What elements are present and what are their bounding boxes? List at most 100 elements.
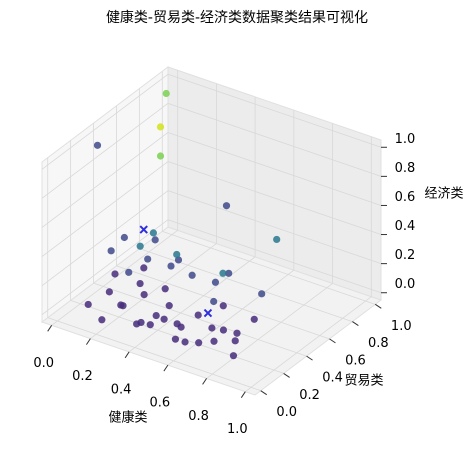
point bbox=[140, 264, 148, 272]
point bbox=[165, 302, 173, 310]
point bbox=[84, 300, 92, 309]
x-tick bbox=[47, 325, 53, 332]
grid-line bbox=[90, 243, 217, 339]
point bbox=[233, 329, 241, 337]
grid-line bbox=[41, 219, 169, 316]
grid-line bbox=[245, 296, 372, 393]
grid-line bbox=[41, 190, 169, 286]
point bbox=[173, 250, 181, 259]
point bbox=[151, 236, 159, 244]
point bbox=[136, 279, 144, 288]
point bbox=[93, 141, 102, 149]
x-tick bbox=[202, 378, 208, 385]
z-tick-label: 1.0 bbox=[395, 132, 416, 147]
y-tick-label: 1.0 bbox=[391, 319, 412, 334]
point bbox=[225, 269, 233, 277]
point bbox=[210, 297, 218, 306]
point bbox=[219, 302, 227, 310]
point bbox=[219, 326, 228, 334]
z-tick-label: 0.4 bbox=[395, 219, 416, 234]
point bbox=[210, 337, 218, 345]
point bbox=[140, 290, 148, 299]
point bbox=[222, 202, 231, 210]
center-marker bbox=[139, 225, 148, 234]
point bbox=[194, 311, 202, 319]
point bbox=[250, 315, 258, 323]
grid-line bbox=[41, 103, 169, 199]
point bbox=[181, 338, 189, 346]
x-tick bbox=[85, 338, 91, 345]
x-axis-label: 健康类 bbox=[108, 410, 147, 426]
grid-line bbox=[51, 229, 178, 326]
z-tick-label: 0.8 bbox=[395, 161, 416, 176]
y-tick bbox=[374, 303, 382, 309]
grid-line bbox=[167, 269, 295, 366]
pane bbox=[167, 66, 382, 301]
grid-line bbox=[167, 102, 382, 177]
point bbox=[162, 89, 170, 98]
y-axis-label: 贸易类 bbox=[344, 374, 383, 389]
grid-line bbox=[41, 161, 169, 257]
point bbox=[231, 337, 239, 345]
point bbox=[144, 255, 152, 263]
y-tick-label: 0.4 bbox=[322, 371, 343, 386]
point bbox=[125, 268, 133, 276]
point bbox=[136, 242, 144, 250]
y-tick-label: 0.8 bbox=[368, 336, 389, 351]
y-tick-label: 0.0 bbox=[276, 405, 297, 420]
grid-line bbox=[139, 248, 353, 322]
point bbox=[229, 352, 238, 360]
grid-line bbox=[167, 73, 382, 148]
point bbox=[208, 324, 216, 332]
z-axis-label: 经济类 bbox=[424, 187, 463, 202]
x-tick bbox=[163, 364, 169, 372]
x-tick bbox=[124, 351, 130, 359]
point bbox=[160, 315, 168, 323]
y-tick bbox=[329, 338, 336, 344]
point bbox=[105, 288, 113, 296]
point bbox=[149, 229, 158, 237]
point bbox=[146, 321, 154, 329]
y-tick-label: 0.6 bbox=[345, 353, 366, 368]
y-tick bbox=[283, 372, 290, 378]
grid-line bbox=[167, 219, 382, 294]
point bbox=[111, 270, 119, 278]
point bbox=[167, 262, 175, 270]
grid-line bbox=[206, 283, 333, 379]
center-marker bbox=[203, 308, 213, 318]
point bbox=[120, 233, 128, 242]
grid-line bbox=[41, 73, 169, 170]
point bbox=[98, 316, 106, 324]
grid-line bbox=[167, 161, 382, 235]
x-tick-label: 0.6 bbox=[150, 396, 171, 411]
x-tick-label: 0.8 bbox=[188, 409, 209, 424]
grid-line bbox=[47, 317, 261, 392]
grid-line bbox=[128, 256, 256, 353]
point bbox=[195, 339, 203, 347]
point bbox=[258, 290, 266, 298]
grid-line bbox=[167, 132, 382, 206]
point bbox=[177, 323, 185, 331]
x-tick-label: 0.0 bbox=[33, 356, 54, 371]
point bbox=[161, 285, 169, 293]
chart-title: 健康类-贸易类-经济类数据聚类结果可视化 bbox=[106, 9, 368, 26]
y-tick bbox=[352, 321, 359, 327]
point bbox=[171, 335, 180, 343]
point bbox=[188, 271, 196, 279]
x-tick-label: 0.2 bbox=[72, 369, 93, 384]
grid-line bbox=[41, 132, 169, 228]
grid-line bbox=[93, 282, 307, 357]
point bbox=[107, 247, 115, 255]
z-tick-label: 0.0 bbox=[395, 277, 416, 292]
point bbox=[156, 152, 165, 160]
point bbox=[117, 301, 125, 309]
y-tick bbox=[306, 355, 313, 361]
point bbox=[156, 123, 165, 131]
point bbox=[174, 256, 183, 264]
z-tick-label: 0.6 bbox=[395, 190, 416, 205]
y-tick-label: 0.2 bbox=[299, 388, 320, 403]
point bbox=[137, 318, 145, 327]
point bbox=[219, 269, 227, 277]
y-tick bbox=[260, 390, 268, 396]
z-tick-label: 0.2 bbox=[395, 248, 416, 263]
